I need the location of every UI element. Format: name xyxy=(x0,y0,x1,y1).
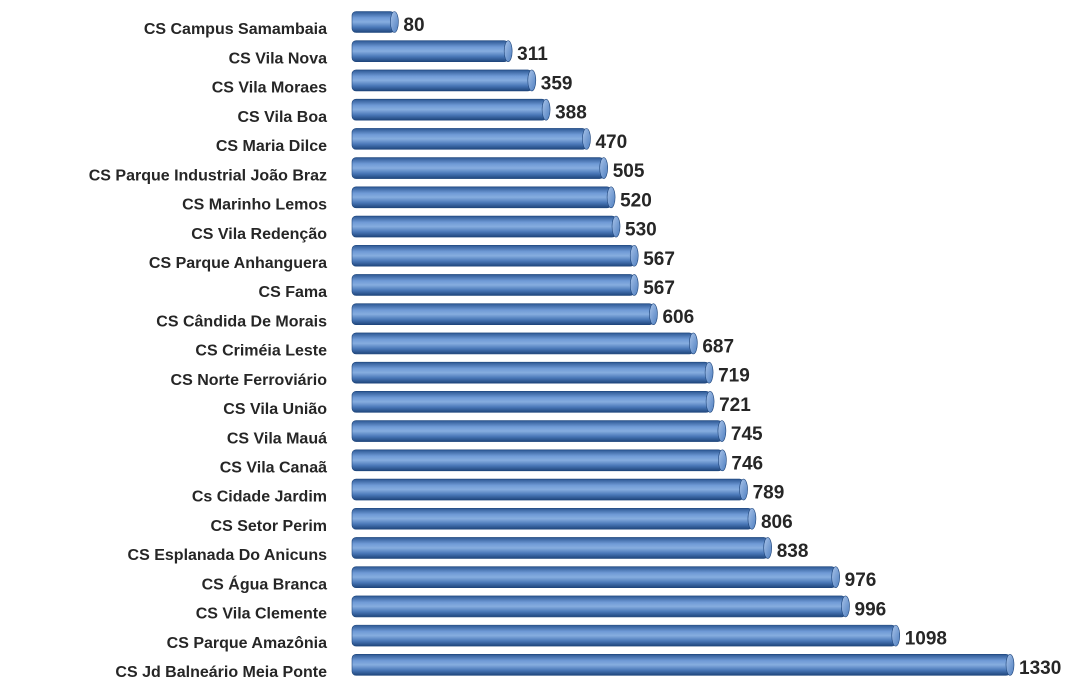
bar-cap xyxy=(629,274,639,296)
bar xyxy=(351,537,768,559)
bar-cap xyxy=(599,157,609,179)
bar-cap xyxy=(541,98,551,121)
bar xyxy=(351,391,711,413)
bar xyxy=(351,128,587,150)
value-label: 530 xyxy=(625,220,657,241)
bar-cap xyxy=(629,244,639,267)
category-label: CS Campus Samambaia xyxy=(144,21,327,38)
bar xyxy=(351,449,723,472)
bar-cap xyxy=(582,128,591,150)
category-label: CS Parque Industrial João Braz xyxy=(89,167,327,184)
bar xyxy=(351,332,694,355)
bar-cap xyxy=(705,391,715,413)
bar xyxy=(351,69,533,92)
category-label: CS Maria Dilce xyxy=(216,138,327,155)
bar xyxy=(351,595,846,618)
bar-cap xyxy=(831,566,840,588)
bar-cap xyxy=(763,537,772,559)
category-label: CS Fama xyxy=(259,284,328,301)
value-label: 311 xyxy=(517,44,548,65)
bar-cap xyxy=(739,478,748,501)
bar-cap xyxy=(1005,654,1015,676)
value-label: 789 xyxy=(753,483,785,504)
bar xyxy=(351,478,744,501)
category-label: CS Vila Redenção xyxy=(191,226,327,243)
value-label: 745 xyxy=(731,424,763,445)
value-label: 567 xyxy=(643,249,675,270)
category-label: CS Vila Boa xyxy=(237,109,327,126)
bar-cap xyxy=(689,332,698,355)
bar xyxy=(351,186,612,209)
value-label: 470 xyxy=(595,132,627,153)
bar xyxy=(351,11,395,33)
value-label: 687 xyxy=(702,336,734,357)
value-label: 838 xyxy=(777,541,809,562)
category-label: CS Vila Nova xyxy=(229,50,328,67)
value-label: 806 xyxy=(761,512,793,533)
value-label: 520 xyxy=(620,190,652,211)
category-label: CS Vila União xyxy=(223,401,327,418)
value-label: 505 xyxy=(613,161,645,182)
category-label: CS Criméia Leste xyxy=(195,343,327,360)
value-label: 606 xyxy=(662,307,694,328)
category-label: CS Água Branca xyxy=(202,574,327,593)
bar xyxy=(351,244,635,267)
bar-cap xyxy=(503,40,513,63)
bar-cap xyxy=(611,215,621,238)
bar xyxy=(351,303,654,326)
value-label: 719 xyxy=(718,366,750,387)
value-label: 1098 xyxy=(905,629,947,650)
bar xyxy=(351,507,753,530)
bar-cap xyxy=(390,11,399,33)
value-label: 746 xyxy=(731,453,763,474)
value-label: 721 xyxy=(719,395,751,416)
category-label: CS Parque Amazônia xyxy=(167,635,327,652)
category-label: CS Jd Balneário Meia Ponte xyxy=(115,664,327,679)
value-label: 1330 xyxy=(1019,658,1061,679)
bar-cap xyxy=(606,186,616,209)
category-label: CS Marinho Lemos xyxy=(182,197,327,214)
bar-cap xyxy=(747,507,757,530)
bar-cap xyxy=(649,303,658,326)
category-label: CS Parque Anhanguera xyxy=(149,255,327,272)
bar-cap xyxy=(891,624,901,647)
bar xyxy=(351,654,1011,676)
bar xyxy=(351,98,547,121)
bar xyxy=(351,361,710,384)
bar xyxy=(351,420,723,442)
category-label: CS Cândida De Morais xyxy=(156,313,327,330)
category-label: CS Vila Moraes xyxy=(212,80,327,97)
bar xyxy=(351,40,509,63)
category-label: CS Vila Mauá xyxy=(227,430,327,447)
bar-cap xyxy=(718,449,727,472)
bar-cap xyxy=(841,595,850,618)
bar-cap xyxy=(527,69,537,92)
category-label: CS Setor Perim xyxy=(211,518,327,535)
bar-cap xyxy=(717,420,727,442)
category-label: CS Esplanada Do Anicuns xyxy=(128,547,328,564)
bar-cap xyxy=(704,361,714,384)
category-label: Cs Cidade Jardim xyxy=(192,489,327,506)
value-label: 80 xyxy=(403,15,424,36)
category-label: CS Vila Clemente xyxy=(196,606,327,623)
value-label: 388 xyxy=(555,103,587,124)
value-label: 359 xyxy=(541,73,573,94)
value-label: 976 xyxy=(845,570,877,591)
category-label: CS Vila Canaã xyxy=(220,460,327,477)
bar xyxy=(351,157,605,179)
category-label: CS Norte Ferroviário xyxy=(171,372,328,389)
value-label: 567 xyxy=(643,278,675,299)
bar xyxy=(351,566,836,588)
value-label: 996 xyxy=(855,599,887,620)
bar xyxy=(351,624,897,647)
bar xyxy=(351,215,617,238)
bar xyxy=(351,274,635,296)
